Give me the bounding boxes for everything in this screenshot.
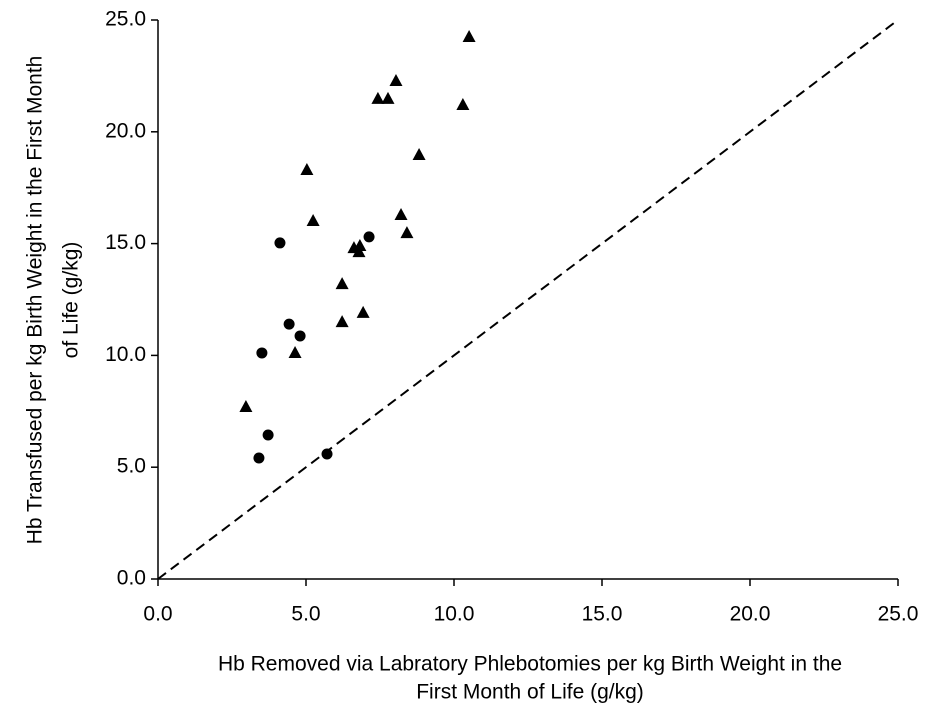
y-tick-label: 25.0 xyxy=(105,8,146,31)
circle-point xyxy=(253,452,265,464)
triangle-point xyxy=(371,91,385,104)
triangle-point xyxy=(335,315,349,328)
x-axis-label: Hb Removed via Labratory Phlebotomies pe… xyxy=(218,653,842,676)
triangle-point xyxy=(352,245,366,258)
triangle-point xyxy=(462,29,476,42)
triangle-point xyxy=(356,305,370,318)
triangle-point xyxy=(389,74,403,87)
y-axis-label: of Life (g/kg) xyxy=(60,242,83,359)
y-tick-label: 10.0 xyxy=(105,343,146,366)
circle-point xyxy=(321,448,333,460)
triangle-point xyxy=(288,345,302,358)
triangle-point xyxy=(456,97,470,110)
x-tick-label: 15.0 xyxy=(582,603,623,626)
circle-point xyxy=(294,330,306,342)
circle-point xyxy=(274,237,286,249)
triangle-point xyxy=(394,207,408,220)
x-tick-label: 0.0 xyxy=(143,603,172,626)
x-tick-label: 10.0 xyxy=(434,603,475,626)
y-tick-label: 20.0 xyxy=(105,119,146,142)
triangle-point xyxy=(400,226,414,239)
circle-point xyxy=(363,231,375,243)
x-tick-label: 20.0 xyxy=(730,603,771,626)
circle-point xyxy=(283,318,295,330)
triangle-point xyxy=(412,148,426,161)
y-tick-label: 5.0 xyxy=(117,455,146,478)
circle-point xyxy=(262,429,274,441)
triangle-point xyxy=(381,91,395,104)
triangle-point xyxy=(335,277,349,290)
y-tick-label: 0.0 xyxy=(117,567,146,590)
y-axis-label: Hb Transfused per kg Birth Weight in the… xyxy=(24,56,47,545)
x-axis-label: First Month of Life (g/kg) xyxy=(416,681,644,704)
triangle-point xyxy=(300,163,314,176)
triangle-point xyxy=(306,214,320,227)
identity-line xyxy=(157,19,899,580)
triangle-point xyxy=(239,400,253,413)
y-tick-label: 15.0 xyxy=(105,231,146,254)
x-tick-label: 5.0 xyxy=(291,603,320,626)
circle-point xyxy=(256,347,268,359)
triangle-point xyxy=(353,239,367,252)
x-tick-label: 25.0 xyxy=(878,603,919,626)
